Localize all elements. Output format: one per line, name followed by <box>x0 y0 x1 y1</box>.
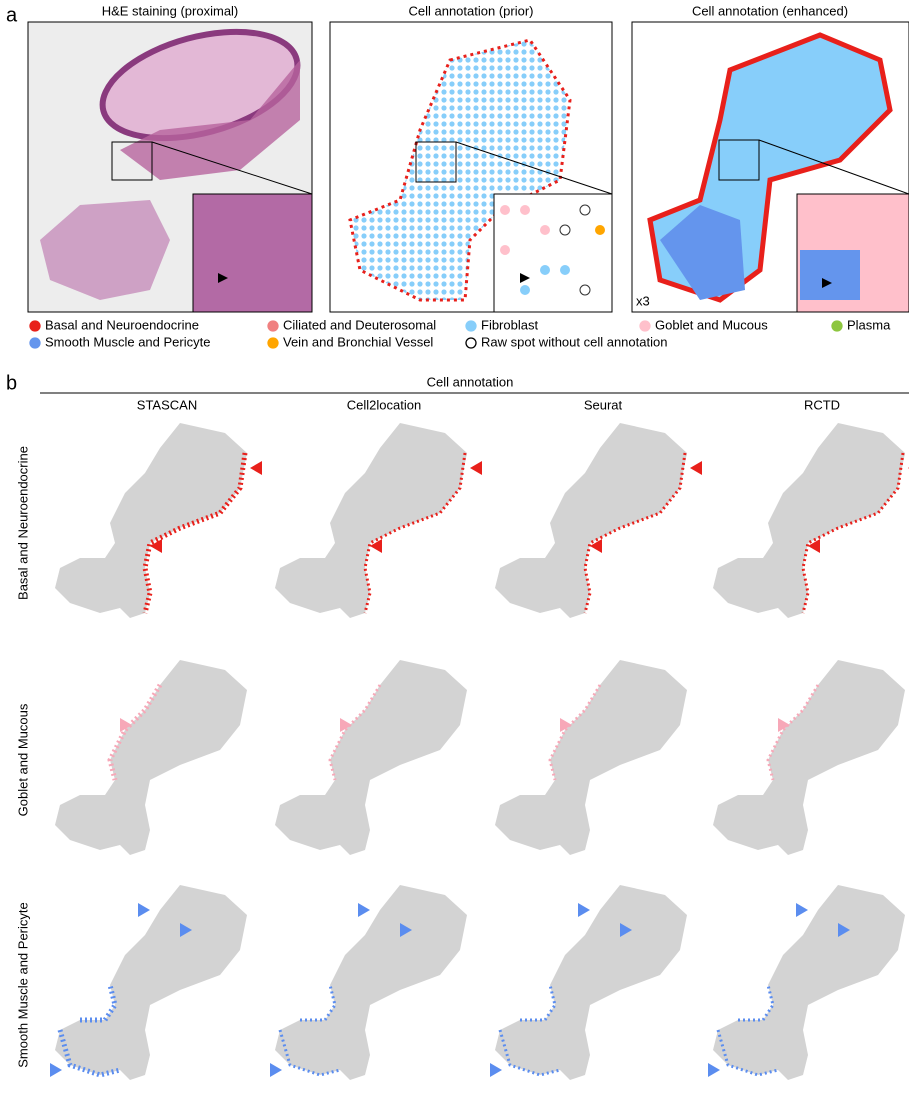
tissue-map <box>713 423 909 618</box>
legend-swatch <box>640 321 650 331</box>
tissue <box>713 885 905 1080</box>
he-image <box>28 13 312 312</box>
legend-label: Basal and Neuroendocrine <box>45 317 199 332</box>
arrowhead <box>578 903 590 917</box>
method-label: Seurat <box>584 397 623 412</box>
arrowhead <box>708 1063 720 1077</box>
tissue-map <box>495 423 702 618</box>
tissue-map <box>275 423 482 618</box>
tissue-map <box>270 885 467 1080</box>
arrowhead <box>270 1063 282 1077</box>
legend-swatch <box>268 321 278 331</box>
row-label: Smooth Muscle and Pericyte <box>15 902 30 1067</box>
tissue-map <box>55 423 262 618</box>
legend-swatch <box>832 321 842 331</box>
tissue <box>275 423 467 618</box>
legend-swatch <box>466 321 476 331</box>
method-grid: STASCAN Cell2location Seurat RCTD Basal and … <box>15 397 909 1080</box>
legend-swatch <box>466 338 476 348</box>
prior-image <box>330 22 612 312</box>
legend-label: Raw spot without cell annotation <box>481 334 667 349</box>
tissue-map <box>50 885 247 1080</box>
tissue-map <box>708 885 905 1080</box>
tissue <box>495 885 687 1080</box>
tissue-map <box>275 660 467 855</box>
arrowhead <box>490 1063 502 1077</box>
row-label: Goblet and Mucous <box>15 703 30 816</box>
panel-header: Cell annotation <box>427 374 514 389</box>
arrowhead <box>470 461 482 475</box>
figure: a H&E staining (proximal) Cell annotatio… <box>0 0 909 1107</box>
tissue-map <box>490 885 687 1080</box>
method-label: STASCAN <box>137 397 197 412</box>
legend-label: Fibroblast <box>481 317 538 332</box>
legend-label: Smooth Muscle and Pericyte <box>45 334 210 349</box>
tissue <box>55 660 247 855</box>
tissue <box>55 885 247 1080</box>
tissue-map <box>713 660 905 855</box>
legend: Basal and Neuroendocrine Ciliated and Deu… <box>30 317 891 349</box>
legend-label: Ciliated and Deuterosomal <box>283 317 436 332</box>
tissue-map <box>495 660 687 855</box>
panel-label: b <box>6 372 17 394</box>
row-label: Basal and Neuroendocrine <box>15 446 30 600</box>
panel-title: H&E staining (proximal) <box>102 3 239 18</box>
arrowhead <box>358 903 370 917</box>
legend-label: Vein and Bronchial Vessel <box>283 334 433 349</box>
tissue <box>275 660 467 855</box>
tissue <box>713 660 905 855</box>
legend-swatch <box>30 338 40 348</box>
tissue <box>275 885 467 1080</box>
arrowhead <box>250 461 262 475</box>
method-label: RCTD <box>804 397 840 412</box>
legend-label: Plasma <box>847 317 891 332</box>
tissue-map <box>55 660 247 855</box>
tissue <box>495 423 687 618</box>
panel-title: Cell annotation (enhanced) <box>692 3 848 18</box>
arrowhead <box>796 903 808 917</box>
panel-title: Cell annotation (prior) <box>408 3 533 18</box>
enhanced-image: x3 <box>632 22 909 312</box>
tissue <box>713 423 905 618</box>
legend-swatch <box>30 321 40 331</box>
legend-label: Goblet and Mucous <box>655 317 768 332</box>
method-label: Cell2location <box>347 397 421 412</box>
tissue <box>495 660 687 855</box>
legend-swatch <box>268 338 278 348</box>
panel-label: a <box>6 4 18 26</box>
arrowhead <box>138 903 150 917</box>
arrowhead <box>690 461 702 475</box>
zoom-label: x3 <box>636 293 650 308</box>
arrowhead <box>50 1063 62 1077</box>
